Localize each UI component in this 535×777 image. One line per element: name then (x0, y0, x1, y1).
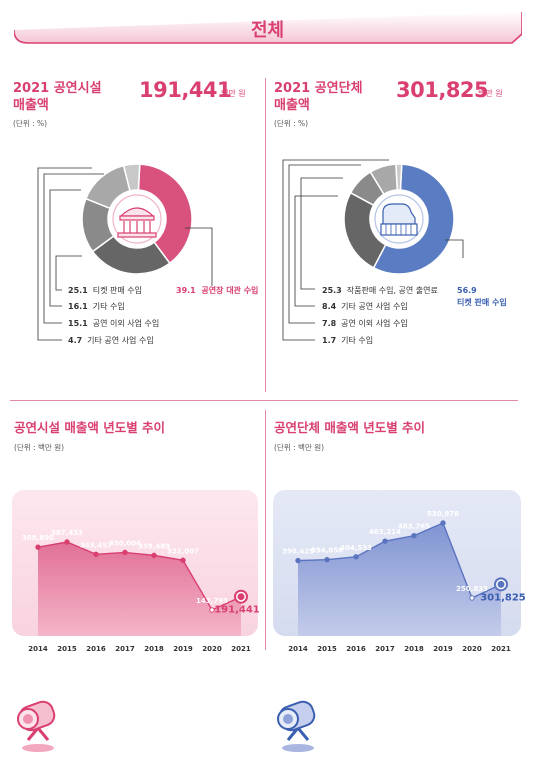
group-trend-point (295, 557, 301, 564)
group-trend-title: 공연단체 매출액 년도별 추이 (274, 420, 426, 435)
spotlight-icon (277, 700, 316, 752)
group-leader-lines (282, 159, 464, 341)
group-trend-x-tick-label: 2015 (317, 645, 337, 653)
facility-trend-x-tick-label: 2018 (144, 645, 164, 653)
group-donut-chart (282, 159, 464, 341)
page-title: 전체 (250, 20, 285, 41)
group-trend-x-tick-label: 2020 (462, 645, 482, 653)
facility-title: 2021 공연시설 매출액 (13, 81, 102, 113)
facility-trend-point (93, 551, 99, 557)
facility-trend-data-label: 350,004 (109, 539, 141, 547)
divider-vertical-bottom (265, 410, 266, 650)
facility-trend-x-tick-label: 2020 (202, 645, 222, 653)
facility-donut (81, 163, 193, 275)
facility-trend-data-label: 343,457 (80, 541, 112, 549)
facility-unit-note: (단위 : %) (13, 119, 48, 128)
group-trend-point (440, 520, 446, 526)
facility-trend-point (151, 552, 157, 559)
facility-trend-data-label: 191,441 (214, 605, 260, 616)
facility-trend-point (64, 539, 70, 545)
group-trend-data-label: 530,978 (427, 510, 459, 518)
facility-trend-x-tick-label: 2014 (28, 645, 48, 653)
facility-trend-title: 공연시설 매출액 년도별 추이 (14, 420, 166, 435)
group-trend-chart: 390,425 2014 394,058 2015 404,533 2016 463,214… (273, 490, 526, 653)
group-total: 301,825 (396, 78, 489, 102)
facility-donut-slice-1 (137, 163, 193, 265)
divider-horizontal (10, 400, 518, 401)
facility-trend-data-label: 387,433 (51, 529, 83, 537)
group-legend-item: 8.4 기타 공연 사업 수입 (322, 302, 408, 311)
facility-trend-line (37, 541, 242, 611)
facility-trend-chart: 368,890 2014 387,433 2015 343,457 2016 350,004… (12, 490, 260, 653)
group-title: 2021 공연단체 매출액 (274, 81, 363, 113)
group-trend-point (469, 595, 475, 601)
facility-trend-x-tick-label: 2021 (231, 645, 251, 653)
facility-total: 191,441 (139, 78, 232, 102)
group-legend-item: 25.3 작품판매 수입, 공연 출연료 (322, 286, 438, 295)
group-trend-x-tick-label: 2017 (375, 645, 395, 653)
facility-trend-point (35, 544, 41, 550)
facility-trend-data-label: 339,489 (138, 542, 170, 550)
facility-trend-x-tick-label: 2019 (173, 645, 193, 653)
group-trend-x-tick-label: 2016 (346, 645, 366, 653)
facility-callout: 39.1 공연장 대관 수입 (176, 286, 259, 295)
divider-vertical-top (265, 78, 266, 392)
group-donut (343, 163, 455, 275)
facility-donut-slice-5 (122, 163, 141, 192)
group-trend-data-label: 463,214 (369, 528, 401, 536)
group-trend-x-tick-label: 2021 (491, 645, 511, 653)
group-trend-data-label: 390,425 (282, 548, 314, 556)
facility-trend-x-tick-label: 2017 (115, 645, 135, 653)
group-trend-x-tick-label: 2019 (433, 645, 453, 653)
spotlight-icon (17, 700, 56, 752)
group-trend-point (353, 554, 359, 560)
group-donut-slice-1 (372, 163, 455, 275)
group-trend-data-label: 301,825 (480, 592, 526, 603)
group-trend-data-label: 483,765 (398, 523, 430, 531)
group-trend-x-tick-label: 2014 (288, 645, 308, 653)
group-legend-item: 7.8 공연 이외 사업 수입 (322, 319, 408, 328)
facility-trend-unit: (단위 : 백만 원) (14, 443, 65, 452)
group-donut-slice-5 (395, 163, 403, 191)
facility-trend-point (209, 607, 215, 613)
group-trend-point (497, 580, 505, 588)
facility-trend-point (180, 557, 186, 563)
facility-legend-item: 16.1 기타 수입 (68, 302, 125, 311)
facility-legend-item: 25.1 티켓 판매 수입 (68, 286, 142, 295)
piano-icon (374, 194, 424, 244)
group-callout: 56.9 티켓 판매 수입 (457, 286, 507, 307)
group-trend-point (411, 532, 417, 539)
group-trend-point (382, 538, 388, 544)
facility-trend-data-label: 143,793 (196, 597, 228, 605)
group-trend-x-tick-label: 2018 (404, 645, 424, 653)
facility-trend-area (38, 542, 241, 636)
facility-trend-point (122, 549, 128, 556)
facility-donut-chart (37, 163, 213, 341)
theater-building-icon (112, 194, 162, 244)
facility-total-unit: 백만 원 (221, 89, 246, 98)
facility-trend-x-tick-label: 2016 (86, 645, 106, 653)
group-trend-data-label: 394,058 (311, 547, 343, 555)
facility-trend-data-label: 322,007 (167, 547, 199, 555)
group-trend-unit: (단위 : 백만 원) (274, 443, 325, 452)
facility-trend-data-label: 368,890 (22, 534, 54, 542)
group-trend-data-label: 404,533 (340, 544, 372, 552)
facility-trend-x-tick-label: 2015 (57, 645, 77, 653)
group-trend-data-label: 250,833 (456, 585, 488, 593)
facility-legend-item: 15.1 공연 이외 사업 수입 (68, 319, 160, 328)
group-legend-item: 1.7 기타 수입 (322, 336, 374, 345)
group-total-unit: 백만 원 (478, 89, 503, 98)
group-trend-line (297, 522, 502, 599)
facility-trend-point (237, 593, 245, 601)
group-trend-area (298, 523, 501, 636)
group-unit-note: (단위 : %) (274, 119, 309, 128)
header-banner (14, 12, 522, 44)
facility-leader-lines (37, 167, 213, 341)
group-trend-point (324, 556, 330, 563)
facility-legend-item: 4.7 기타 공연 사업 수입 (68, 336, 154, 345)
